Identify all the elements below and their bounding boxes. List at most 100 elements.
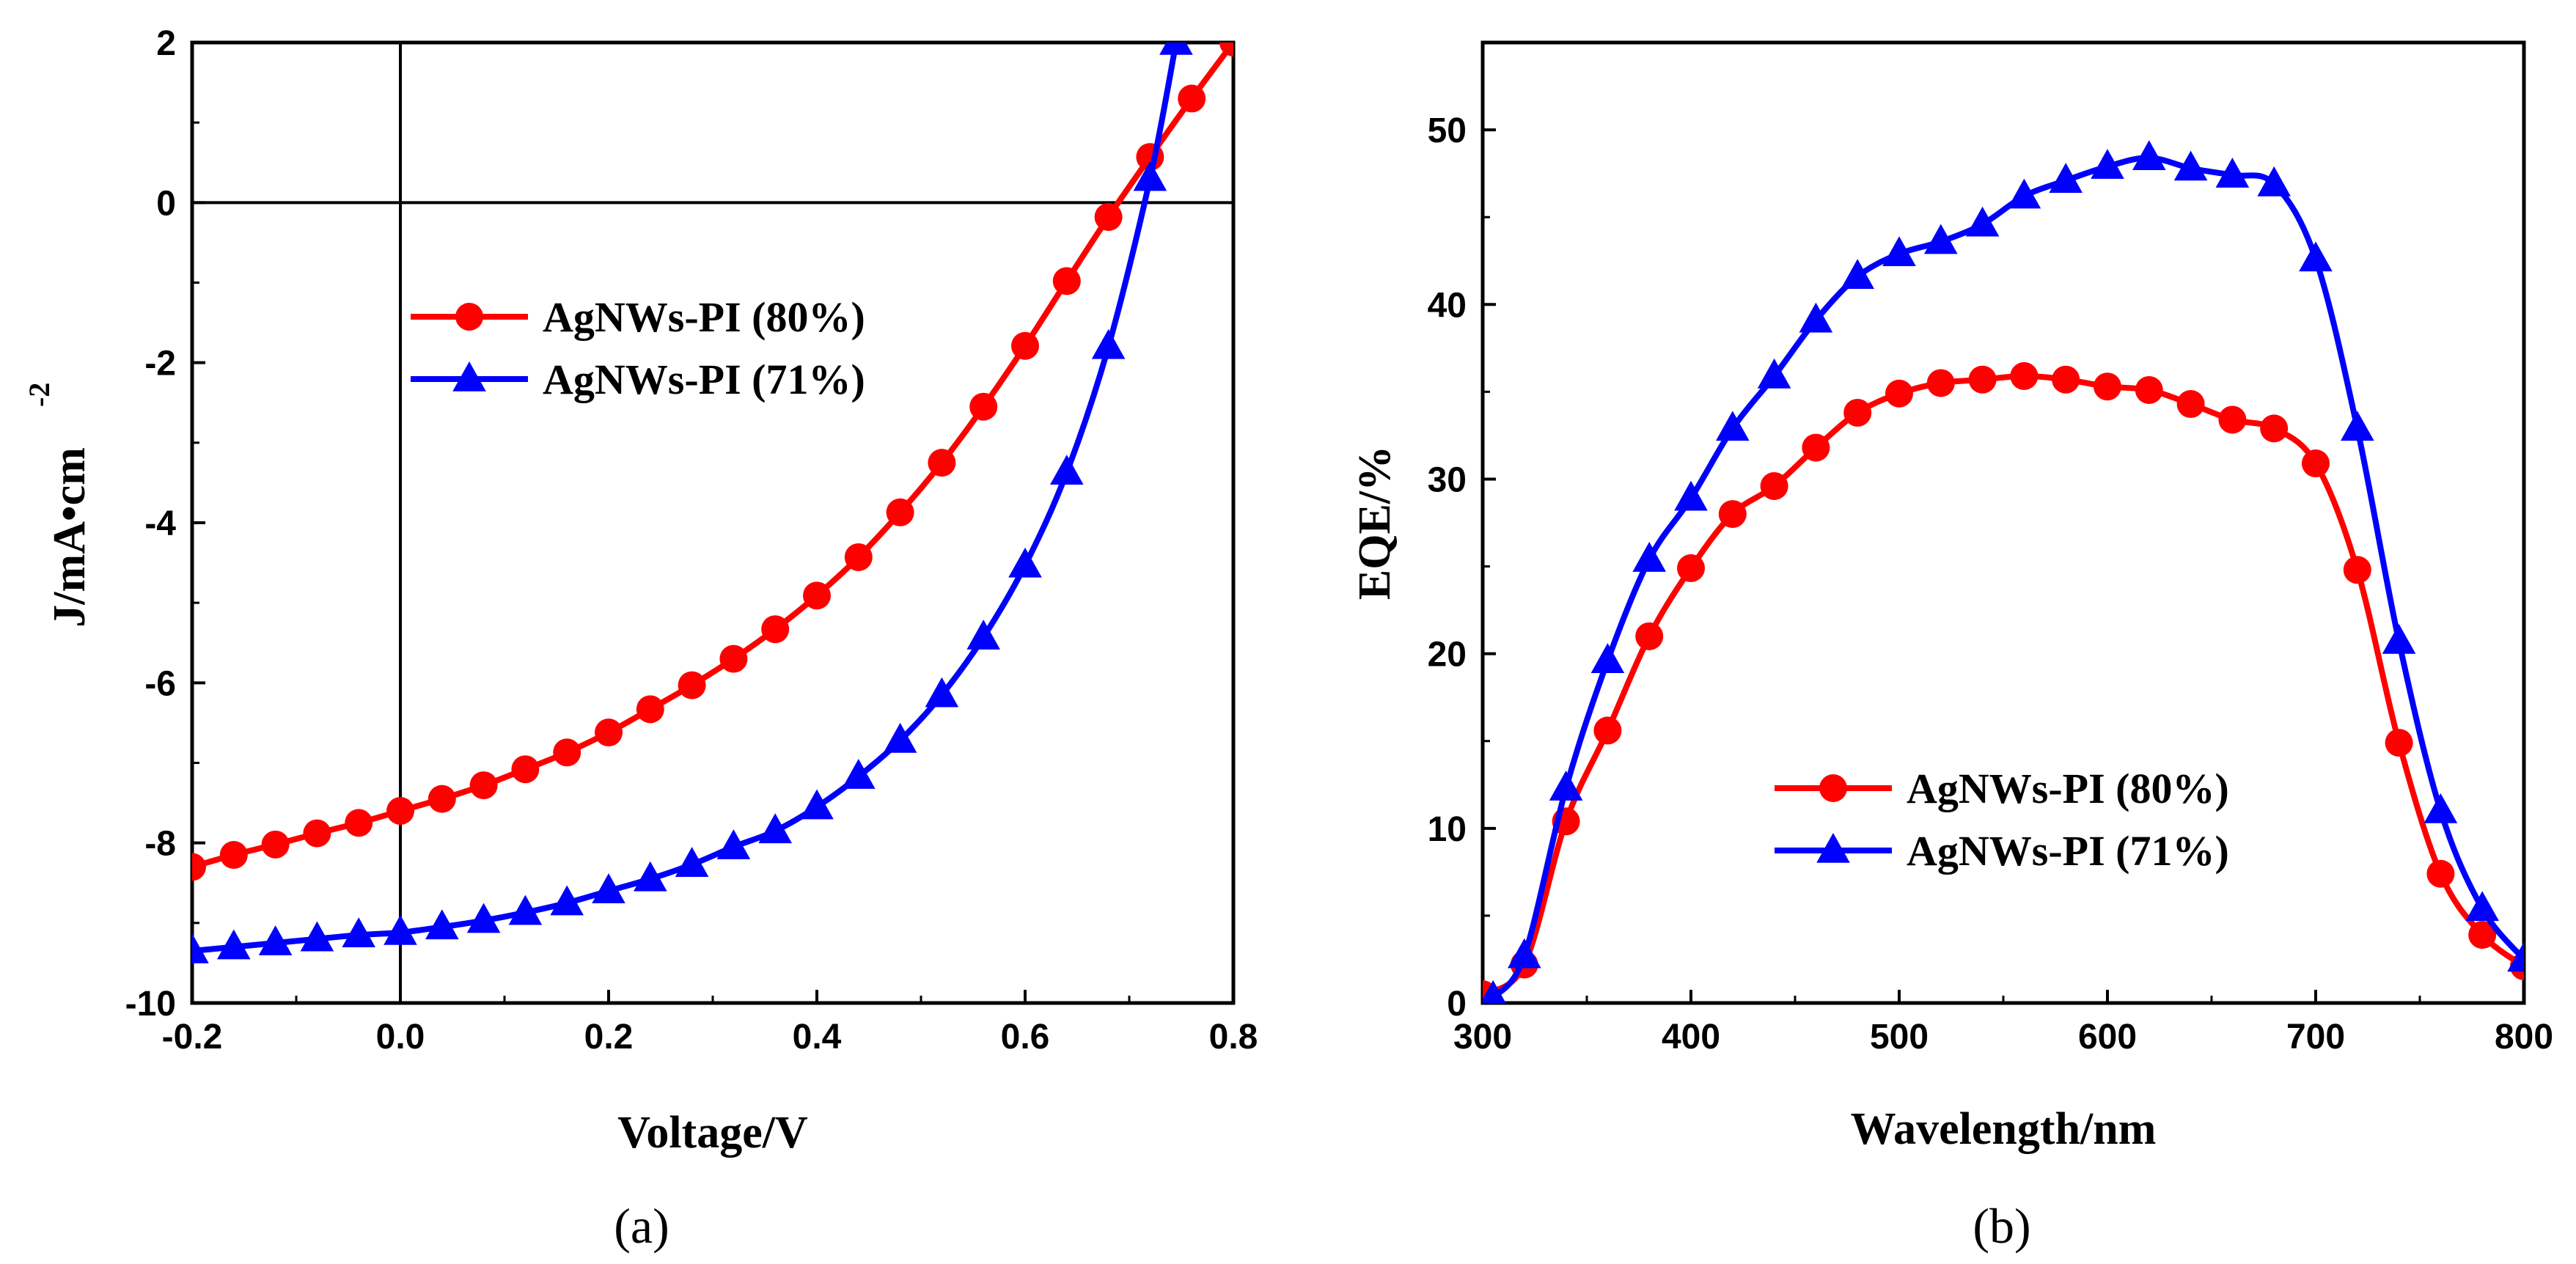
x-tick-label: 0.2 [584, 1018, 634, 1057]
legend-entry: AgNWs-PI (80%) [411, 293, 865, 341]
data-point [1760, 471, 1788, 500]
data-point [1159, 43, 1193, 55]
data-point [1008, 547, 1042, 578]
series-line [192, 43, 1179, 954]
data-point [219, 841, 248, 870]
data-point [844, 543, 873, 571]
data-point [636, 695, 664, 724]
data-point [2507, 941, 2524, 972]
data-point [1508, 938, 1541, 969]
data-point [1841, 259, 1874, 289]
data-point [2341, 411, 2374, 441]
data-point [1965, 206, 2000, 237]
data-point [1549, 771, 1583, 801]
x-tick-label: 500 [1870, 1018, 1929, 1057]
y-tick-label: 0 [1447, 985, 1467, 1024]
data-point [1050, 455, 1084, 485]
legend-label: AgNWs-PI (80%) [1907, 765, 2229, 812]
data-point [2132, 140, 2166, 170]
panel-a-y-axis-label-superscript: -2 [23, 383, 56, 407]
series-2 [1483, 140, 2524, 1003]
y-tick-label: 10 [1428, 810, 1467, 849]
data-point [1924, 224, 1958, 254]
data-point [384, 914, 417, 945]
data-point [1593, 716, 1622, 745]
legend-marker [452, 361, 486, 392]
series-line [192, 43, 1233, 870]
data-point [192, 933, 209, 963]
data-point [592, 873, 625, 903]
data-point [758, 813, 792, 844]
data-point [1674, 480, 1708, 511]
data-point [1133, 161, 1167, 191]
data-point [1757, 358, 1791, 389]
data-point [716, 829, 751, 859]
data-point [1091, 328, 1126, 359]
x-tick-label: 300 [1453, 1018, 1512, 1057]
data-point [675, 847, 709, 877]
data-point [595, 719, 623, 747]
panel-b-series [1483, 140, 2524, 1003]
data-point [217, 929, 251, 960]
panel-a-series [192, 43, 1233, 963]
data-point [678, 671, 706, 699]
data-point [1926, 369, 1955, 397]
panel-b-legend: AgNWs-PI (80%) AgNWs-PI (71%) [1775, 765, 2229, 875]
data-point [2176, 390, 2205, 419]
data-point [2382, 623, 2416, 654]
panel-b-caption: (b) [1973, 1198, 2030, 1254]
legend-entry: AgNWs-PI (71%) [411, 356, 865, 403]
panel-b-x-axis-label: Wavelength/nm [1851, 1104, 2157, 1154]
data-point [2465, 891, 2499, 922]
y-tick-label: 50 [1428, 111, 1467, 150]
data-point [966, 620, 1000, 650]
x-tick-label: 0.4 [793, 1018, 842, 1057]
data-point [2260, 414, 2289, 443]
data-point [1632, 542, 1666, 572]
data-point [550, 885, 584, 916]
data-point [1885, 379, 1913, 408]
panel-a-reference-lines [192, 43, 1233, 1003]
panel-a-legend: AgNWs-PI (80%) AgNWs-PI (71%) [411, 293, 865, 403]
data-point [1590, 643, 1625, 673]
legend-entry: AgNWs-PI (80%) [1775, 765, 2229, 812]
data-point [192, 853, 206, 881]
data-point [1011, 331, 1039, 360]
legend-label: AgNWs-PI (71%) [543, 356, 865, 403]
data-point [1802, 433, 1830, 462]
data-point [345, 809, 373, 837]
data-point [1882, 236, 1916, 266]
legend-entry: AgNWs-PI (71%) [1775, 827, 2229, 875]
data-point [1052, 267, 1081, 295]
data-point [1968, 365, 1997, 394]
panel-a-jv-curve: -0.2 0.0 0.2 0.4 0.6 0.8 2 0 -2 -4 -6 -8 -10 AgNWs-P… [23, 24, 1258, 1254]
data-point [2049, 163, 2083, 193]
data-point [2215, 158, 2250, 188]
legend-label: AgNWs-PI (80%) [543, 293, 865, 341]
data-point [719, 644, 748, 673]
panel-a-y-axis-label-group: J/mA•cm -2 [23, 383, 95, 628]
data-point [2385, 729, 2413, 757]
data-point [469, 771, 498, 800]
x-tick-label: 600 [2078, 1018, 2137, 1057]
data-point [1843, 398, 1872, 427]
panel-a-y-axis-label: J/mA•cm [45, 447, 95, 628]
data-point [386, 797, 414, 825]
x-tick-label: 0.6 [1001, 1018, 1050, 1057]
data-point [2468, 921, 2497, 949]
data-point [2094, 372, 2121, 401]
data-point [1178, 84, 1206, 113]
data-point [2010, 361, 2039, 390]
data-point [1635, 622, 1664, 650]
x-tick-label: -0.2 [162, 1018, 223, 1057]
x-tick-label: 800 [2495, 1018, 2553, 1057]
data-point [925, 677, 959, 708]
data-point [553, 738, 581, 767]
data-point [1219, 43, 1233, 56]
y-tick-label: 0 [156, 184, 176, 223]
y-tick-label: -6 [144, 664, 176, 703]
panel-b-eqe-spectrum: 300 400 500 600 700 800 0 10 20 30 40 50 AgNWs-PI (… [1350, 40, 2553, 1254]
data-point [969, 392, 998, 421]
data-point [1716, 411, 1750, 441]
